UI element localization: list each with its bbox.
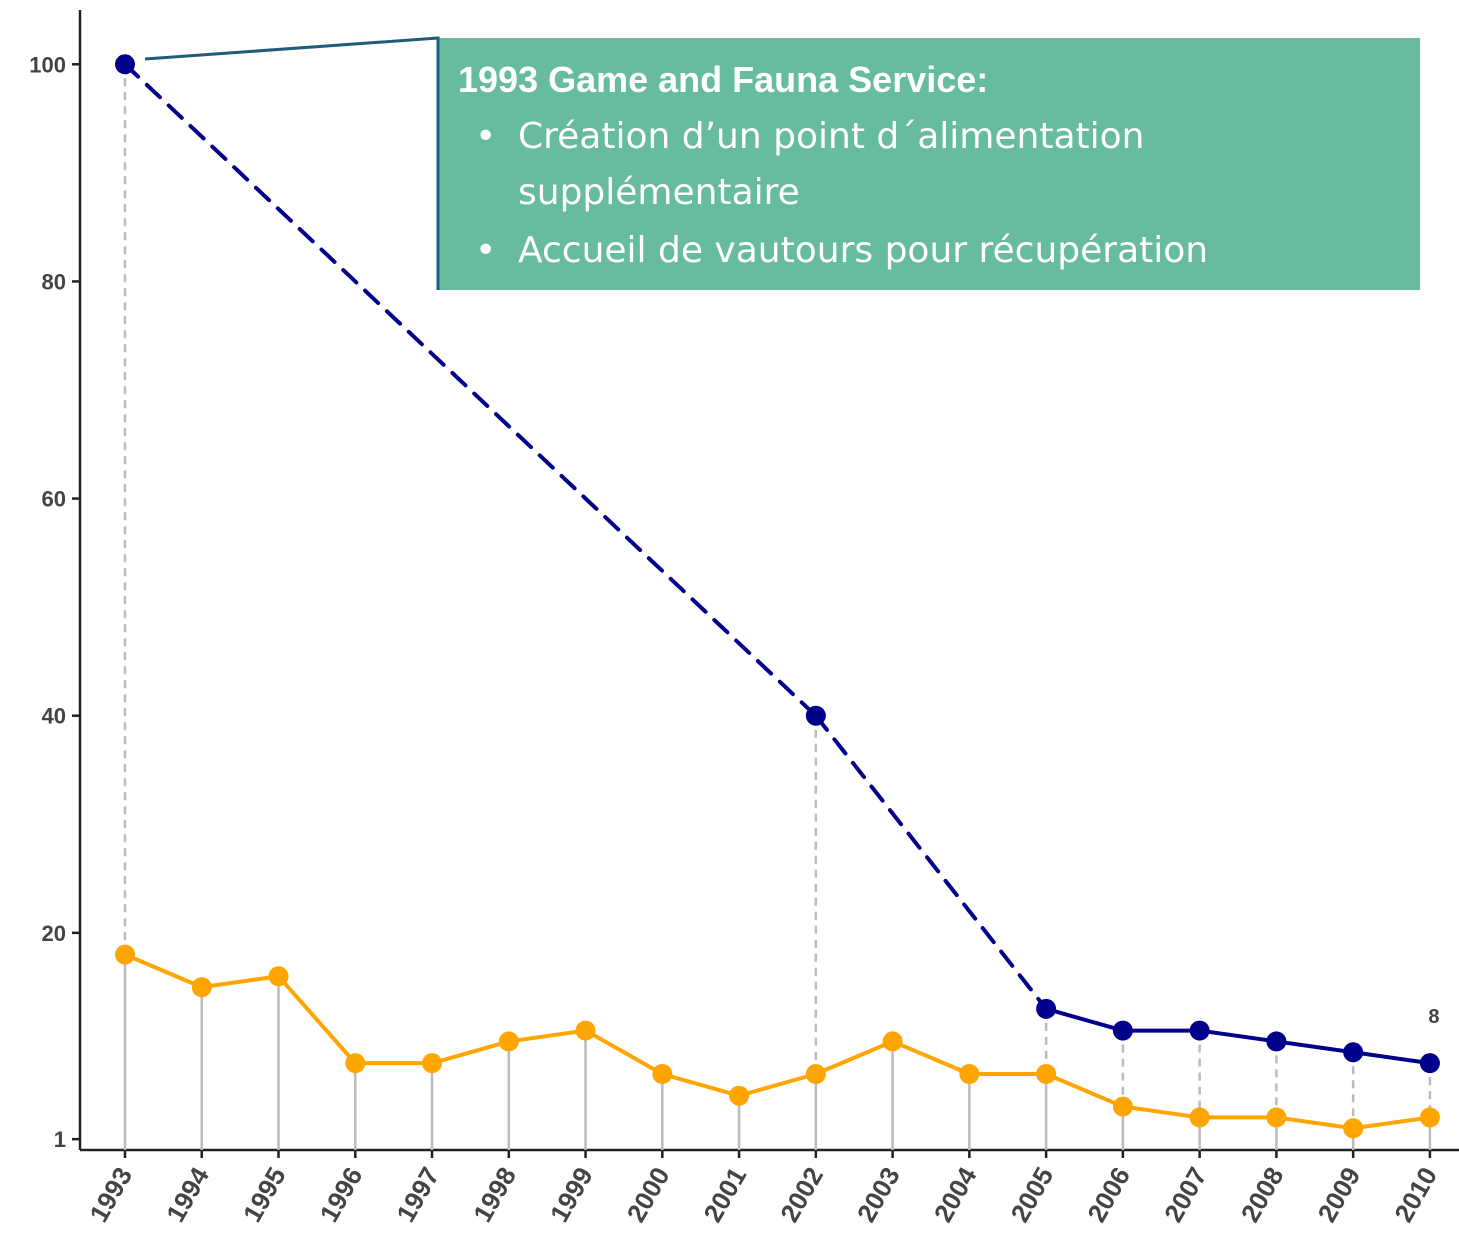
y-tick-label: 80	[42, 269, 66, 294]
x-tick-label: 2003	[851, 1162, 906, 1227]
line-segment	[1274, 1039, 1356, 1055]
line-segment	[430, 1039, 511, 1066]
point	[1036, 1064, 1057, 1084]
point	[1343, 1118, 1364, 1139]
line-segment	[1274, 1115, 1356, 1131]
point	[1036, 998, 1057, 1019]
x-tick-label: 1998	[467, 1162, 522, 1227]
x-tick-label: 1994	[160, 1162, 215, 1228]
point	[805, 705, 826, 726]
point	[805, 1064, 826, 1084]
x-tick-label: 1996	[314, 1162, 369, 1227]
point	[729, 1085, 750, 1106]
line-segment	[1120, 1104, 1202, 1120]
point	[1189, 1107, 1210, 1128]
point	[1266, 1107, 1287, 1128]
line-segment	[890, 1039, 972, 1076]
line-segment	[506, 1028, 588, 1044]
x-tick-label: 2008	[1235, 1162, 1290, 1227]
line-segment	[660, 1072, 742, 1098]
x-tick-label: 2002	[774, 1162, 829, 1227]
annotation-bullet: • Création d’un point d´alimentation suppl…	[475, 116, 1144, 213]
point	[882, 1031, 903, 1052]
x-tick-label: 1995	[237, 1162, 292, 1227]
point	[959, 1064, 980, 1084]
annotation-bullet-text: Accueil de vautours pour récupération	[518, 230, 1208, 271]
y-tick-label: 1	[54, 1127, 66, 1152]
point	[575, 1020, 596, 1041]
annotation-connector	[144, 36, 440, 290]
point	[422, 1053, 443, 1074]
line-segment	[1197, 1028, 1279, 1044]
line-segment	[276, 974, 358, 1066]
x-tick-label: 2009	[1311, 1162, 1366, 1227]
line-segment	[1351, 1115, 1432, 1131]
line-segment	[1351, 1050, 1432, 1066]
point	[498, 1031, 519, 1052]
point	[1112, 1020, 1133, 1041]
y-tick-label: 40	[42, 704, 66, 729]
x-tick-label: 1999	[544, 1162, 599, 1227]
point	[1266, 1031, 1287, 1052]
x-tick-label: 2001	[697, 1162, 752, 1227]
x-tick-label: 2007	[1158, 1162, 1213, 1227]
point	[268, 966, 289, 987]
annotation-bullet: • Accueil de vautours pour récupération	[475, 230, 1208, 271]
line-segment	[1044, 1006, 1125, 1033]
point	[1343, 1042, 1364, 1063]
annotation-bullet-text: Création d’un point d´alimentation supplé…	[518, 116, 1144, 213]
point	[1419, 1053, 1440, 1074]
line-segment	[1044, 1072, 1125, 1109]
line-segment	[583, 1028, 665, 1076]
point	[115, 944, 135, 965]
x-tick-label: 1997	[390, 1162, 445, 1227]
x-tick-label: 2006	[1081, 1162, 1136, 1227]
line-segment	[813, 1039, 895, 1076]
point	[345, 1053, 366, 1074]
x-tick-label: 2005	[1004, 1162, 1059, 1227]
line-segment	[123, 952, 204, 990]
x-tick-label: 2010	[1388, 1162, 1443, 1227]
annotation-title: 1993 Game and Fauna Service:	[458, 59, 988, 100]
y-tick-label: 60	[42, 487, 66, 512]
x-tick-label: 2000	[621, 1162, 676, 1227]
line-segment	[199, 974, 281, 990]
y-tick-label: 20	[42, 921, 66, 946]
line-segment	[737, 1072, 818, 1098]
point	[191, 977, 212, 998]
x-tick-label: 2004	[928, 1162, 983, 1228]
point	[1112, 1096, 1133, 1117]
y-tick-label: 100	[29, 52, 66, 77]
value-label: 8	[1428, 1006, 1439, 1028]
point	[1189, 1020, 1210, 1041]
line-segment	[123, 62, 818, 718]
point	[115, 54, 135, 75]
point	[652, 1064, 673, 1084]
x-tick-label: 1993	[83, 1162, 138, 1227]
point	[1419, 1107, 1440, 1128]
line-segment	[813, 713, 1049, 1011]
annotation-box	[438, 38, 1420, 290]
